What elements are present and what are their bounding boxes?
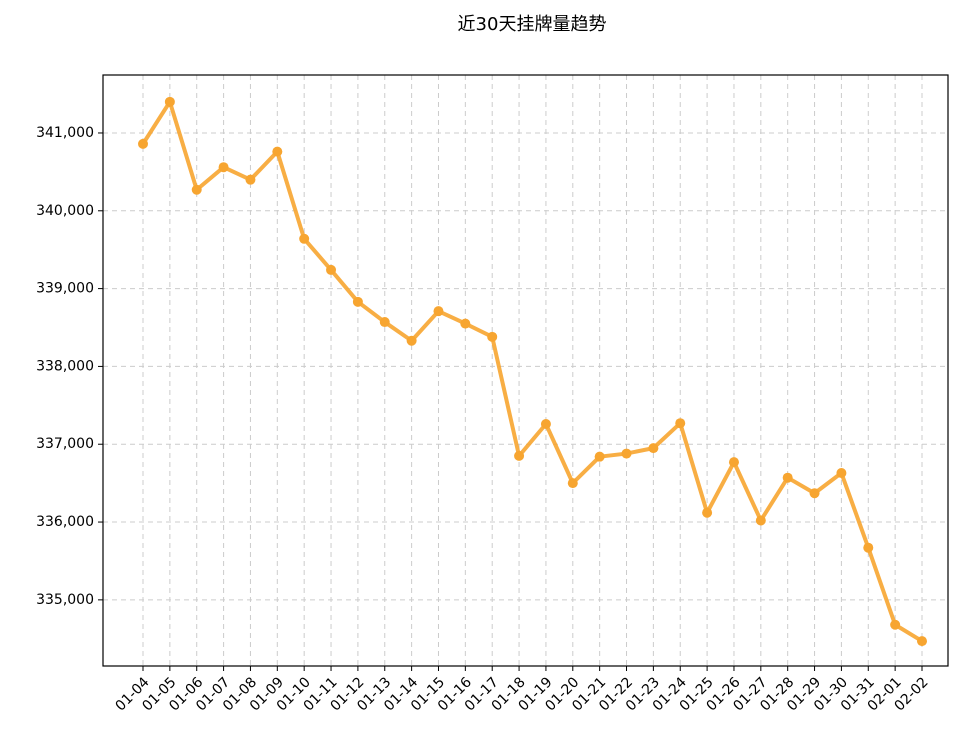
chart-title: 近30天挂牌量趋势 (458, 14, 607, 35)
point (272, 146, 283, 157)
y-tick-label: 341,000 (36, 125, 94, 141)
point (433, 306, 444, 317)
point (567, 478, 578, 489)
point (138, 138, 148, 149)
point (863, 542, 874, 553)
point (594, 451, 605, 462)
point (675, 418, 686, 429)
point (728, 457, 739, 468)
y-tick-label: 335,000 (36, 592, 94, 608)
point (648, 443, 659, 454)
plot-frame (102, 74, 949, 667)
line (141, 99, 924, 643)
point (379, 317, 390, 328)
point (540, 418, 551, 429)
point (352, 296, 363, 307)
point (621, 448, 632, 459)
point (299, 233, 310, 244)
y-tick-label: 340,000 (36, 203, 94, 219)
point (890, 619, 901, 630)
y-tick-label: 336,000 (36, 514, 94, 530)
y-tick-label: 338,000 (36, 358, 94, 374)
y-tick-label: 337,000 (36, 436, 94, 452)
point (164, 96, 175, 107)
point (460, 318, 471, 329)
point (326, 264, 337, 275)
point (917, 636, 927, 647)
point (782, 472, 793, 483)
point (487, 331, 498, 342)
point (514, 450, 525, 461)
point (245, 174, 256, 185)
point (836, 468, 847, 479)
y-tick-label: 339,000 (36, 281, 94, 297)
point (755, 515, 766, 526)
point (809, 488, 820, 499)
point (218, 162, 229, 173)
point (191, 184, 202, 195)
point (702, 507, 713, 518)
point (406, 335, 417, 346)
